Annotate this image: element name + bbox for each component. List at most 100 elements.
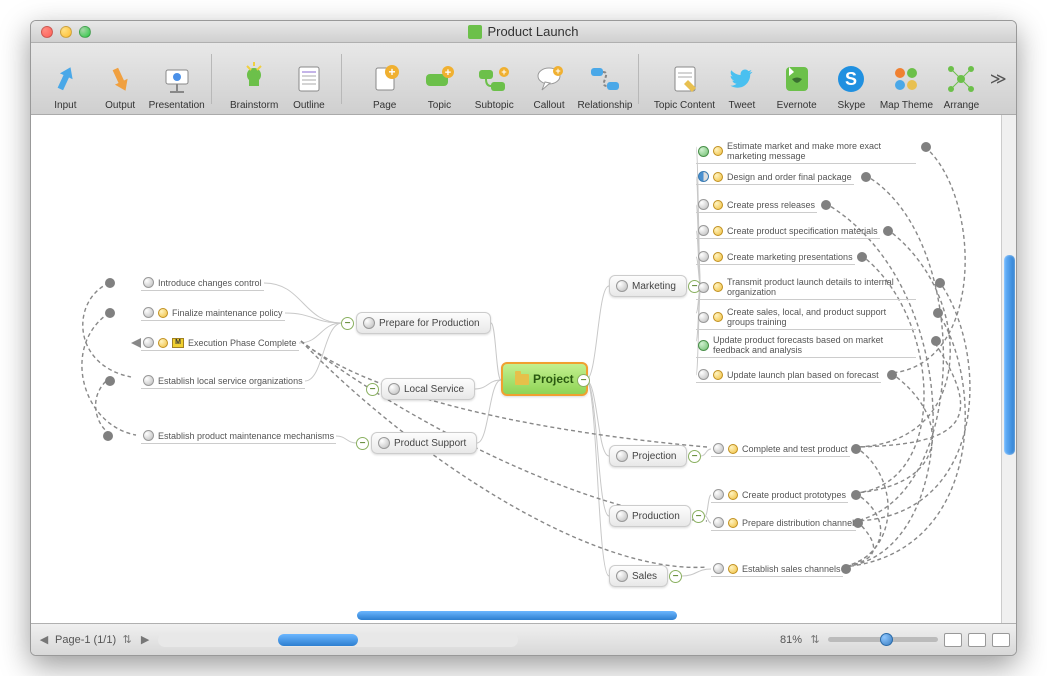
node-label: Product Support — [394, 438, 466, 449]
callout-icon: + — [532, 62, 566, 96]
expand-toggle[interactable]: − — [356, 437, 369, 450]
toolbar-callout-button[interactable]: +Callout — [523, 47, 576, 111]
zoom-stepper-icon[interactable]: ⇅ — [808, 633, 822, 647]
leaf-node[interactable]: Create sales, local, and product support… — [696, 305, 916, 330]
view-mode-split[interactable] — [968, 633, 986, 647]
toolbar-label: Relationship — [577, 100, 632, 111]
node-projection[interactable]: Projection — [609, 445, 687, 467]
toolbar: InputOutputPresentation BrainstormOutline… — [31, 43, 1016, 115]
node-marketing[interactable]: Marketing — [609, 275, 687, 297]
canvas-hscroll-thumb[interactable] — [357, 611, 677, 620]
hscroll-thumb[interactable] — [278, 634, 358, 646]
leaf-node[interactable]: Create marketing presentations — [696, 249, 855, 265]
titlebar: Product Launch — [31, 21, 1016, 43]
hscroll[interactable] — [158, 633, 518, 647]
mindmap-canvas[interactable]: Project−Prepare for Production−Local Ser… — [31, 115, 1003, 623]
toolbar-arrange-button[interactable]: Arrange — [935, 47, 988, 111]
expand-toggle[interactable]: − — [669, 570, 682, 583]
evernote-icon — [780, 62, 814, 96]
svg-text:+: + — [502, 67, 507, 77]
page-first-button[interactable]: ◀ — [37, 633, 51, 647]
progress-icon — [388, 383, 400, 395]
toolbar-topic-content-button[interactable]: Topic Content — [656, 47, 714, 111]
leaf-node[interactable]: Finalize maintenance policy — [141, 305, 285, 321]
window-title: Product Launch — [31, 24, 1016, 39]
toolbar-tweet-button[interactable]: Tweet — [716, 47, 769, 111]
clock-icon — [713, 146, 723, 156]
page-nav: ◀ Page-1 (1/1) ⇅ ▶ — [37, 633, 152, 647]
toolbar-page-button[interactable]: +Page — [358, 47, 411, 111]
progress-icon — [143, 430, 154, 441]
leaf-label: Establish sales channels — [742, 564, 841, 574]
node-label: Projection — [632, 451, 676, 462]
page-stepper-icon[interactable]: ⇅ — [120, 633, 134, 647]
leaf-node[interactable]: Design and order final package — [696, 169, 854, 185]
leaf-node[interactable]: Update launch plan based on forecast — [696, 367, 881, 383]
expand-toggle[interactable]: − — [692, 510, 705, 523]
subtopic-icon: + — [477, 62, 511, 96]
toolbar-separator — [638, 54, 649, 104]
connector-dot — [931, 336, 941, 346]
zoom-knob[interactable] — [880, 633, 893, 646]
view-mode-single[interactable] — [944, 633, 962, 647]
milestone-badge: M — [172, 338, 184, 348]
node-production[interactable]: Production — [609, 505, 691, 527]
leaf-node[interactable]: Estimate market and make more exact mark… — [696, 139, 916, 164]
progress-icon — [713, 489, 724, 500]
expand-toggle[interactable]: − — [341, 317, 354, 330]
toolbar-skype-button[interactable]: SSkype — [825, 47, 878, 111]
leaf-node[interactable]: Update product forecasts based on market… — [696, 333, 916, 358]
leaf-node[interactable]: Establish product maintenance mechanisms — [141, 428, 336, 444]
vscroll-thumb[interactable] — [1004, 255, 1015, 455]
clock-icon — [713, 200, 723, 210]
clock-icon — [158, 308, 168, 318]
toolbar-output-button[interactable]: Output — [94, 47, 147, 111]
progress-icon — [713, 517, 724, 528]
close-icon[interactable] — [41, 26, 53, 38]
view-mode-outline[interactable] — [992, 633, 1010, 647]
canvas-hscroll[interactable] — [31, 611, 1003, 621]
topic-icon: + — [422, 62, 456, 96]
outline-icon — [292, 62, 326, 96]
toolbar-topic-button[interactable]: +Topic — [413, 47, 466, 111]
connector-dot — [851, 490, 861, 500]
node-prepare[interactable]: Prepare for Production — [356, 312, 491, 334]
progress-icon — [143, 307, 154, 318]
toolbar-outline-button[interactable]: Outline — [283, 47, 336, 111]
page-next-button[interactable]: ▶ — [138, 633, 152, 647]
progress-icon — [616, 510, 628, 522]
toolbar-map-theme-button[interactable]: Map Theme — [880, 47, 933, 111]
leaf-node[interactable]: Create product prototypes — [711, 487, 848, 503]
node-center[interactable]: Project — [501, 362, 588, 396]
zoom-slider[interactable] — [828, 637, 938, 642]
zoom-icon[interactable] — [79, 26, 91, 38]
connector-dot — [105, 308, 115, 318]
expand-toggle[interactable]: − — [577, 374, 590, 387]
leaf-node[interactable]: Establish sales channels — [711, 561, 843, 577]
connector-dot — [821, 200, 831, 210]
leaf-node[interactable]: Create product specification materials — [696, 223, 880, 239]
expand-toggle[interactable]: − — [688, 450, 701, 463]
leaf-node[interactable]: Introduce changes control — [141, 275, 264, 291]
toolbar-subtopic-button[interactable]: +Subtopic — [468, 47, 521, 111]
toolbar-presentation-button[interactable]: Presentation — [149, 47, 205, 111]
leaf-node[interactable]: Establish local service organizations — [141, 373, 305, 389]
vertical-scrollbar[interactable] — [1001, 115, 1016, 623]
node-sales[interactable]: Sales — [609, 565, 668, 587]
node-local[interactable]: Local Service — [381, 378, 475, 400]
node-support[interactable]: Product Support — [371, 432, 477, 454]
leaf-node[interactable]: Complete and test product — [711, 441, 850, 457]
expand-toggle[interactable]: − — [366, 383, 379, 396]
leaf-node[interactable]: Transmit product launch details to inter… — [696, 275, 916, 300]
toolbar-overflow-button[interactable]: ≫ — [990, 69, 1008, 89]
leaf-node[interactable]: Prepare distribution channel — [711, 515, 856, 531]
connector-dot — [103, 431, 113, 441]
leaf-node[interactable]: Create press releases — [696, 197, 817, 213]
leaf-node[interactable]: MExecution Phase Complete — [141, 335, 299, 351]
toolbar-relationship-button[interactable]: Relationship — [577, 47, 632, 111]
toolbar-brainstorm-button[interactable]: Brainstorm — [228, 47, 281, 111]
toolbar-separator — [341, 54, 352, 104]
toolbar-evernote-button[interactable]: Evernote — [770, 47, 823, 111]
toolbar-input-button[interactable]: Input — [39, 47, 92, 111]
minimize-icon[interactable] — [60, 26, 72, 38]
